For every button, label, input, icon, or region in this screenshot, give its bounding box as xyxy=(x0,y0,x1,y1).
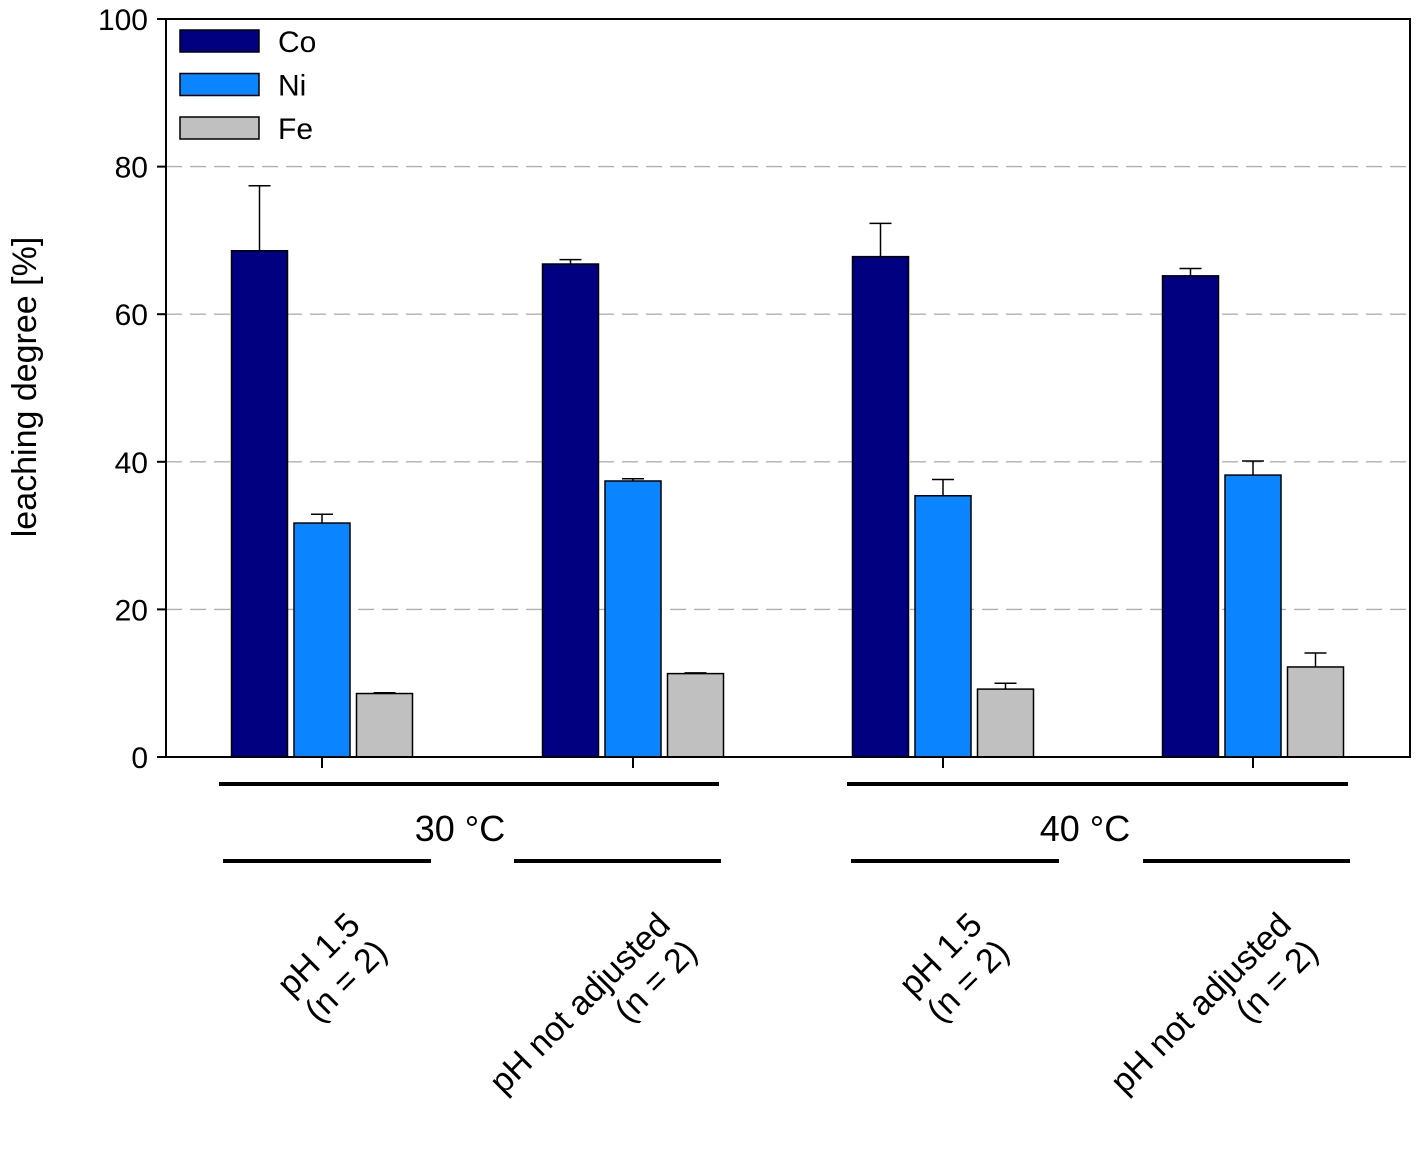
legend-swatch-fe xyxy=(179,116,260,140)
bar-co xyxy=(541,263,600,758)
legend-swatch-co xyxy=(179,29,260,53)
legend-label-co: Co xyxy=(278,26,316,59)
x-axis xyxy=(321,757,1254,768)
bar-ni xyxy=(1224,474,1282,758)
legend-label-ni: Ni xyxy=(278,70,306,103)
y-tick-label: 20 xyxy=(115,594,148,627)
legend-swatch-ni xyxy=(179,72,260,97)
bar-ni xyxy=(293,522,351,758)
y-tick-label: 80 xyxy=(115,152,148,185)
grid-lines xyxy=(166,165,1410,611)
legend: Co Ni Fe xyxy=(179,26,316,146)
group-annotations: 30 °C 40 °C xyxy=(219,782,1350,863)
group-label: 30 °C xyxy=(415,808,505,849)
y-axis: 0 20 40 60 80 100 xyxy=(98,4,166,775)
group-label: 40 °C xyxy=(1040,808,1130,849)
bar-ni xyxy=(914,494,972,758)
bar-co xyxy=(851,255,910,758)
category-label: pH not adjusted(n = 2) xyxy=(1103,906,1325,1128)
category-label: pH not adjusted(n = 2) xyxy=(482,906,704,1128)
bar-co xyxy=(1161,275,1220,758)
category-labels: pH 1.5(n = 2) pH not adjusted(n = 2) pH 1.… xyxy=(270,906,1326,1128)
y-tick-label: 0 xyxy=(131,742,148,775)
error-bars xyxy=(248,185,1327,694)
plot-frame xyxy=(165,18,1411,758)
bar-co xyxy=(230,249,289,758)
y-tick-label: 60 xyxy=(115,299,148,332)
y-tick-label: 40 xyxy=(115,447,148,480)
category-label: pH 1.5(n = 2) xyxy=(270,906,395,1031)
legend-label-fe: Fe xyxy=(278,113,313,146)
y-tick-label: 100 xyxy=(98,4,148,37)
category-label: pH 1.5(n = 2) xyxy=(892,906,1017,1031)
bars xyxy=(230,249,1345,758)
bar-fe xyxy=(355,692,414,758)
bar-fe xyxy=(666,672,725,758)
y-axis-label: leaching degree [%] xyxy=(6,237,44,538)
bar-ni xyxy=(604,480,662,758)
bar-fe xyxy=(1286,666,1345,758)
bar-fe xyxy=(976,688,1035,758)
